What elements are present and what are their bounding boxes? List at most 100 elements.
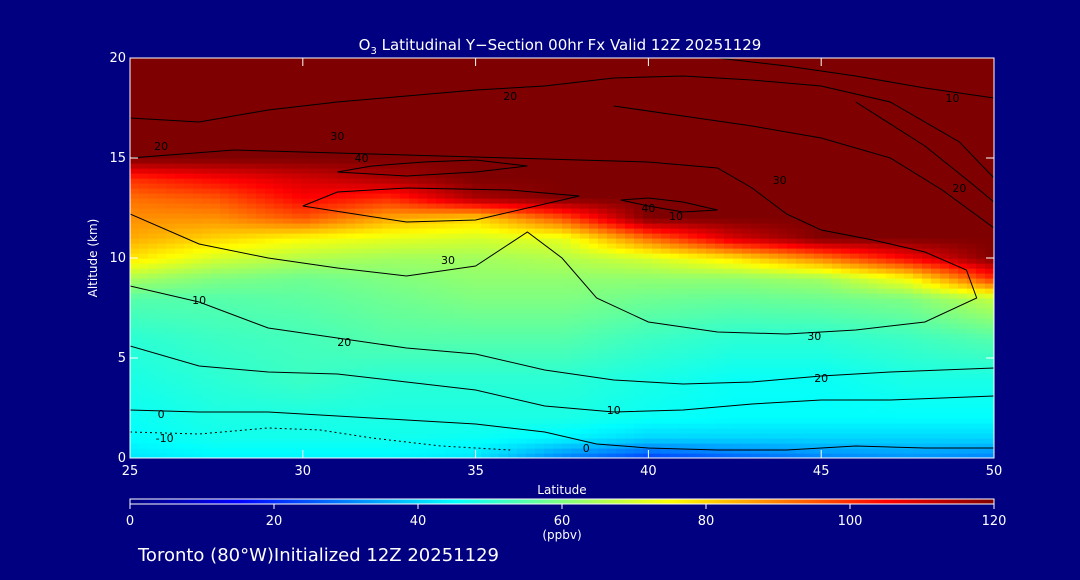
field-cell <box>229 388 239 394</box>
field-cell <box>472 318 482 324</box>
field-cell <box>148 368 158 374</box>
field-cell <box>184 343 194 349</box>
field-cell <box>706 278 716 284</box>
field-cell <box>814 208 824 214</box>
field-cell <box>274 358 284 364</box>
field-cell <box>166 233 176 239</box>
field-cell <box>346 223 356 229</box>
field-cell <box>589 313 599 319</box>
field-cell <box>913 288 923 294</box>
field-cell <box>184 268 194 274</box>
field-cell <box>166 298 176 304</box>
field-cell <box>283 318 293 324</box>
field-cell <box>940 288 950 294</box>
field-cell <box>769 268 779 274</box>
field-cell <box>931 393 941 399</box>
field-cell <box>166 198 176 204</box>
field-cell <box>454 393 464 399</box>
field-cell <box>643 338 653 344</box>
field-cell <box>211 268 221 274</box>
field-cell <box>616 283 626 289</box>
field-cell <box>481 283 491 289</box>
field-cell <box>886 423 896 429</box>
field-cell <box>688 333 698 339</box>
field-cell <box>814 263 824 269</box>
field-cell <box>346 358 356 364</box>
field-cell <box>328 223 338 229</box>
field-cell <box>976 338 986 344</box>
field-cell <box>598 248 608 254</box>
field-cell <box>157 233 167 239</box>
field-cell <box>418 453 428 458</box>
field-cell <box>787 453 797 458</box>
field-cell <box>769 348 779 354</box>
field-cell <box>148 398 158 404</box>
field-cell <box>382 243 392 249</box>
field-cell <box>643 318 653 324</box>
field-cell <box>364 408 374 414</box>
field-cell <box>562 263 572 269</box>
field-cell <box>454 278 464 284</box>
field-cell <box>247 308 257 314</box>
field-cell <box>301 253 311 259</box>
field-cell <box>535 448 545 454</box>
field-cell <box>508 313 518 319</box>
field-cell <box>985 418 994 424</box>
field-cell <box>301 388 311 394</box>
field-cell <box>355 263 365 269</box>
field-cell <box>724 238 734 244</box>
field-cell <box>382 278 392 284</box>
field-cell <box>238 308 248 314</box>
field-cell <box>544 433 554 439</box>
field-cell <box>787 213 797 219</box>
field-cell <box>958 343 968 349</box>
field-cell <box>517 203 527 209</box>
field-cell <box>526 323 536 329</box>
field-cell <box>652 413 662 419</box>
field-cell <box>976 233 986 239</box>
field-cell <box>202 233 212 239</box>
field-cell <box>661 278 671 284</box>
field-cell <box>220 238 230 244</box>
field-cell <box>490 338 500 344</box>
field-cell <box>715 298 725 304</box>
field-cell <box>490 318 500 324</box>
field-cell <box>958 293 968 299</box>
field-cell <box>580 253 590 259</box>
field-cell <box>166 283 176 289</box>
field-cell <box>634 273 644 279</box>
field-cell <box>742 313 752 319</box>
field-cell <box>517 243 527 249</box>
field-cell <box>661 348 671 354</box>
field-cell <box>652 208 662 214</box>
field-cell <box>445 363 455 369</box>
field-cell <box>706 423 716 429</box>
field-cell <box>445 223 455 229</box>
field-cell <box>967 278 977 284</box>
field-cell <box>697 223 707 229</box>
field-cell <box>418 328 428 334</box>
field-cell <box>769 328 779 334</box>
field-cell <box>643 373 653 379</box>
field-cell <box>148 283 158 289</box>
field-cell <box>499 243 509 249</box>
field-cell <box>967 303 977 309</box>
field-cell <box>211 453 221 458</box>
field-cell <box>220 278 230 284</box>
field-cell <box>157 278 167 284</box>
field-cell <box>832 363 842 369</box>
field-cell <box>256 343 266 349</box>
field-cell <box>382 228 392 234</box>
field-cell <box>148 248 158 254</box>
field-cell <box>427 323 437 329</box>
field-cell <box>256 213 266 219</box>
field-cell <box>841 353 851 359</box>
field-cell <box>814 223 824 229</box>
field-cell <box>409 413 419 419</box>
field-cell <box>742 413 752 419</box>
field-cell <box>337 198 347 204</box>
field-cell <box>571 248 581 254</box>
field-cell <box>832 353 842 359</box>
field-cell <box>706 373 716 379</box>
field-cell <box>571 418 581 424</box>
